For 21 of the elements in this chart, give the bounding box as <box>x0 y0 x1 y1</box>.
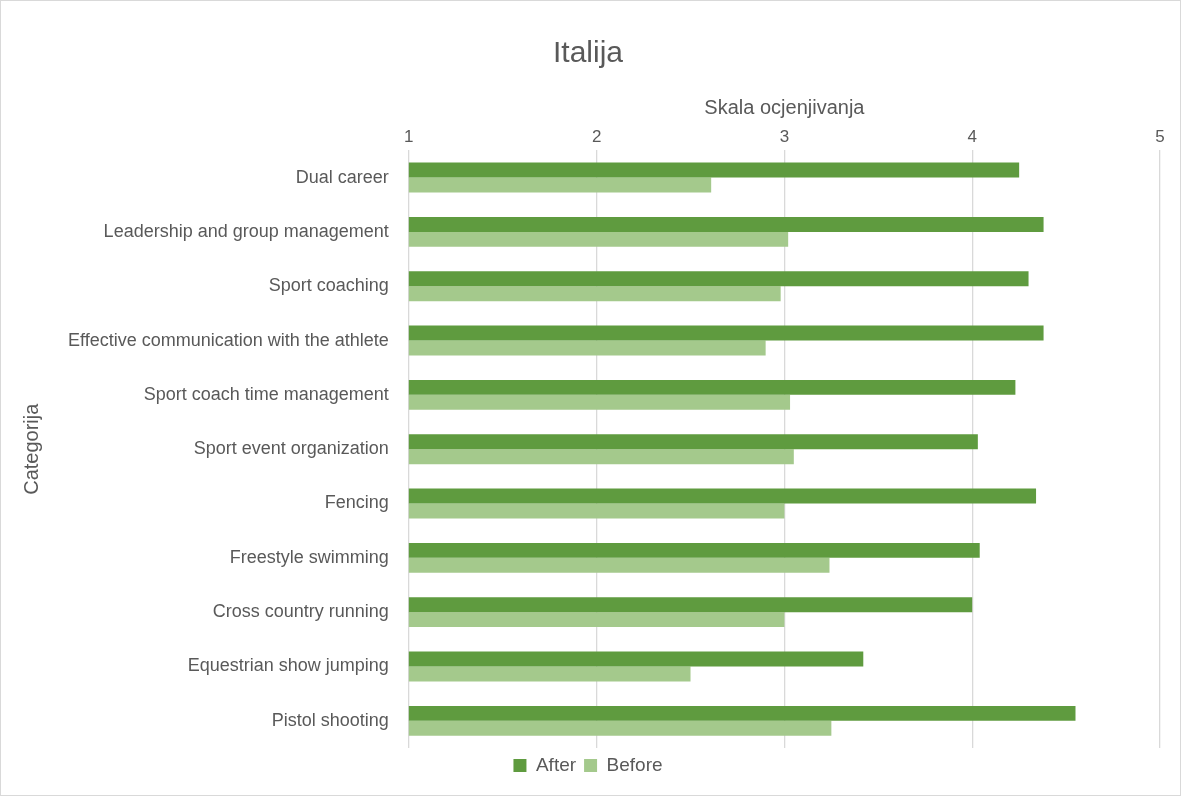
y-tick-label: Equestrian show jumping <box>187 655 389 676</box>
y-tick-label: Sport coaching <box>268 275 389 296</box>
chart-title: Italija <box>552 35 624 69</box>
x-tick-label: 4 <box>967 126 977 146</box>
x-tick-label: 5 <box>1155 126 1165 146</box>
y-tick-label: Freestyle swimming <box>229 546 389 567</box>
x-tick-label: 2 <box>591 126 602 146</box>
y-tick-label: Cross country running <box>212 601 389 622</box>
y-tick-label: Sport coach time management <box>143 383 389 404</box>
y-tick-label: Effective communication with the athlete <box>67 329 389 350</box>
y-axis-title: Categorija <box>19 402 42 495</box>
x-tick-label: 3 <box>779 126 790 146</box>
x-axis-title: Skala ocjenjivanja <box>704 95 866 118</box>
legend-label: After <box>535 753 577 775</box>
legend-label: Before <box>606 753 663 775</box>
x-tick-label: 1 <box>404 126 414 146</box>
y-tick-label: Pistol shooting <box>271 709 389 730</box>
y-tick-label: Sport event organization <box>193 438 389 459</box>
y-tick-label: Leadership and group management <box>103 220 389 241</box>
y-tick-label: Fencing <box>324 492 389 513</box>
y-tick-label: Dual career <box>295 166 389 187</box>
